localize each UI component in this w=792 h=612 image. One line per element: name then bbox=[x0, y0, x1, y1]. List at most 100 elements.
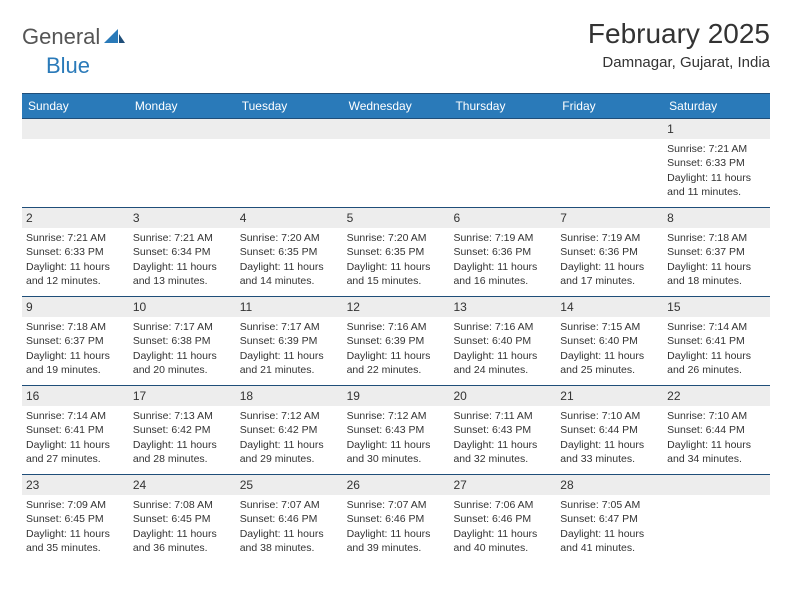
sunrise: Sunrise: 7:07 AM bbox=[240, 498, 339, 512]
dow-monday: Monday bbox=[129, 94, 236, 118]
day-cell bbox=[449, 119, 556, 207]
dow-wednesday: Wednesday bbox=[343, 94, 450, 118]
day-cell: 24 Sunrise: 7:08 AMSunset: 6:45 PMDayligh… bbox=[129, 475, 236, 563]
day-details: Sunrise: 7:16 AMSunset: 6:40 PMDaylight:… bbox=[453, 320, 552, 377]
day-number bbox=[449, 119, 556, 139]
daylight: Daylight: 11 hours and 34 minutes. bbox=[667, 438, 766, 466]
daylight: Daylight: 11 hours and 18 minutes. bbox=[667, 260, 766, 288]
day-cell: 26Sunrise: 7:07 AMSunset: 6:46 PMDayligh… bbox=[343, 475, 450, 563]
daylight: Daylight: 11 hours and 36 minutes. bbox=[133, 527, 232, 555]
location: Damnagar, Gujarat, India bbox=[588, 54, 770, 71]
day-details: Sunrise: 7:09 AMSunset: 6:45 PMDaylight:… bbox=[26, 498, 125, 555]
day-number: 5 bbox=[343, 208, 450, 228]
sunrise: Sunrise: 7:12 AM bbox=[347, 409, 446, 423]
daylight: Daylight: 11 hours and 21 minutes. bbox=[240, 349, 339, 377]
daylight: Daylight: 11 hours and 25 minutes. bbox=[560, 349, 659, 377]
sunset: Sunset: 6:41 PM bbox=[667, 334, 766, 348]
day-cell: 6Sunrise: 7:19 AMSunset: 6:36 PMDaylight… bbox=[449, 208, 556, 296]
logo-text-blue: Blue bbox=[46, 53, 90, 79]
sunset: Sunset: 6:36 PM bbox=[453, 245, 552, 259]
daylight: Daylight: 11 hours and 40 minutes. bbox=[453, 527, 552, 555]
day-number: 24 bbox=[129, 475, 236, 495]
day-number: 17 bbox=[129, 386, 236, 406]
day-details: Sunrise: 7:16 AMSunset: 6:39 PMDaylight:… bbox=[347, 320, 446, 377]
sunrise: Sunrise: 7:13 AM bbox=[133, 409, 232, 423]
sunrise: Sunrise: 7:08 AM bbox=[133, 498, 232, 512]
day-number: 23 bbox=[22, 475, 129, 495]
day-number: 18 bbox=[236, 386, 343, 406]
sunrise: Sunrise: 7:06 AM bbox=[453, 498, 552, 512]
day-cell: 21Sunrise: 7:10 AMSunset: 6:44 PMDayligh… bbox=[556, 386, 663, 474]
day-cell: 5Sunrise: 7:20 AMSunset: 6:35 PMDaylight… bbox=[343, 208, 450, 296]
day-cell: 14Sunrise: 7:15 AMSunset: 6:40 PMDayligh… bbox=[556, 297, 663, 385]
title-block: February 2025 Damnagar, Gujarat, India bbox=[588, 18, 770, 71]
dow-tuesday: Tuesday bbox=[236, 94, 343, 118]
week-row: 23 Sunrise: 7:09 AMSunset: 6:45 PMDayligh… bbox=[22, 474, 770, 563]
sunrise: Sunrise: 7:07 AM bbox=[347, 498, 446, 512]
sunset: Sunset: 6:42 PM bbox=[240, 423, 339, 437]
day-cell: 9Sunrise: 7:18 AMSunset: 6:37 PMDaylight… bbox=[22, 297, 129, 385]
day-details: Sunrise: 7:14 AMSunset: 6:41 PMDaylight:… bbox=[26, 409, 125, 466]
sunset: Sunset: 6:40 PM bbox=[453, 334, 552, 348]
day-cell: 13Sunrise: 7:16 AMSunset: 6:40 PMDayligh… bbox=[449, 297, 556, 385]
day-cell: 7Sunrise: 7:19 AMSunset: 6:36 PMDaylight… bbox=[556, 208, 663, 296]
day-cell: 2Sunrise: 7:21 AMSunset: 6:33 PMDaylight… bbox=[22, 208, 129, 296]
day-number: 26 bbox=[343, 475, 450, 495]
sunset: Sunset: 6:38 PM bbox=[133, 334, 232, 348]
day-details: Sunrise: 7:05 AMSunset: 6:47 PMDaylight:… bbox=[560, 498, 659, 555]
day-details: Sunrise: 7:19 AMSunset: 6:36 PMDaylight:… bbox=[453, 231, 552, 288]
daylight: Daylight: 11 hours and 28 minutes. bbox=[133, 438, 232, 466]
day-cell: 12Sunrise: 7:16 AMSunset: 6:39 PMDayligh… bbox=[343, 297, 450, 385]
daylight: Daylight: 11 hours and 17 minutes. bbox=[560, 260, 659, 288]
day-details: Sunrise: 7:20 AMSunset: 6:35 PMDaylight:… bbox=[240, 231, 339, 288]
sunrise: Sunrise: 7:18 AM bbox=[26, 320, 125, 334]
dow-sunday: Sunday bbox=[22, 94, 129, 118]
sunset: Sunset: 6:46 PM bbox=[240, 512, 339, 526]
sunset: Sunset: 6:45 PM bbox=[133, 512, 232, 526]
sunset: Sunset: 6:37 PM bbox=[26, 334, 125, 348]
sunset: Sunset: 6:39 PM bbox=[347, 334, 446, 348]
day-number: 3 bbox=[129, 208, 236, 228]
daylight: Daylight: 11 hours and 30 minutes. bbox=[347, 438, 446, 466]
day-cell bbox=[236, 119, 343, 207]
day-number bbox=[129, 119, 236, 139]
sunrise: Sunrise: 7:21 AM bbox=[26, 231, 125, 245]
sunrise: Sunrise: 7:10 AM bbox=[667, 409, 766, 423]
day-cell: 17Sunrise: 7:13 AMSunset: 6:42 PMDayligh… bbox=[129, 386, 236, 474]
sunrise: Sunrise: 7:21 AM bbox=[133, 231, 232, 245]
sunset: Sunset: 6:33 PM bbox=[26, 245, 125, 259]
sunrise: Sunrise: 7:05 AM bbox=[560, 498, 659, 512]
sunrise: Sunrise: 7:20 AM bbox=[240, 231, 339, 245]
day-details: Sunrise: 7:21 AMSunset: 6:33 PMDaylight:… bbox=[26, 231, 125, 288]
daylight: Daylight: 11 hours and 20 minutes. bbox=[133, 349, 232, 377]
day-number: 8 bbox=[663, 208, 770, 228]
day-details: Sunrise: 7:10 AMSunset: 6:44 PMDaylight:… bbox=[560, 409, 659, 466]
sunset: Sunset: 6:43 PM bbox=[453, 423, 552, 437]
day-cell: 28Sunrise: 7:05 AMSunset: 6:47 PMDayligh… bbox=[556, 475, 663, 563]
sunrise: Sunrise: 7:18 AM bbox=[667, 231, 766, 245]
sunrise: Sunrise: 7:14 AM bbox=[26, 409, 125, 423]
day-number bbox=[556, 119, 663, 139]
sunset: Sunset: 6:40 PM bbox=[560, 334, 659, 348]
daylight: Daylight: 11 hours and 13 minutes. bbox=[133, 260, 232, 288]
day-of-week-row: SundayMondayTuesdayWednesdayThursdayFrid… bbox=[22, 94, 770, 118]
day-number: 20 bbox=[449, 386, 556, 406]
sunrise: Sunrise: 7:12 AM bbox=[240, 409, 339, 423]
day-cell: 11Sunrise: 7:17 AMSunset: 6:39 PMDayligh… bbox=[236, 297, 343, 385]
sunrise: Sunrise: 7:14 AM bbox=[667, 320, 766, 334]
logo-sail-icon bbox=[104, 27, 126, 48]
sunrise: Sunrise: 7:19 AM bbox=[560, 231, 659, 245]
day-cell: 4Sunrise: 7:20 AMSunset: 6:35 PMDaylight… bbox=[236, 208, 343, 296]
logo-text-general: General bbox=[22, 24, 100, 50]
daylight: Daylight: 11 hours and 16 minutes. bbox=[453, 260, 552, 288]
day-number: 19 bbox=[343, 386, 450, 406]
day-number bbox=[663, 475, 770, 495]
sunset: Sunset: 6:36 PM bbox=[560, 245, 659, 259]
day-details: Sunrise: 7:21 AMSunset: 6:33 PMDaylight:… bbox=[667, 142, 766, 199]
daylight: Daylight: 11 hours and 27 minutes. bbox=[26, 438, 125, 466]
day-details: Sunrise: 7:18 AMSunset: 6:37 PMDaylight:… bbox=[667, 231, 766, 288]
week-row: 2Sunrise: 7:21 AMSunset: 6:33 PMDaylight… bbox=[22, 207, 770, 296]
sunrise: Sunrise: 7:15 AM bbox=[560, 320, 659, 334]
sunrise: Sunrise: 7:17 AM bbox=[133, 320, 232, 334]
day-number: 27 bbox=[449, 475, 556, 495]
